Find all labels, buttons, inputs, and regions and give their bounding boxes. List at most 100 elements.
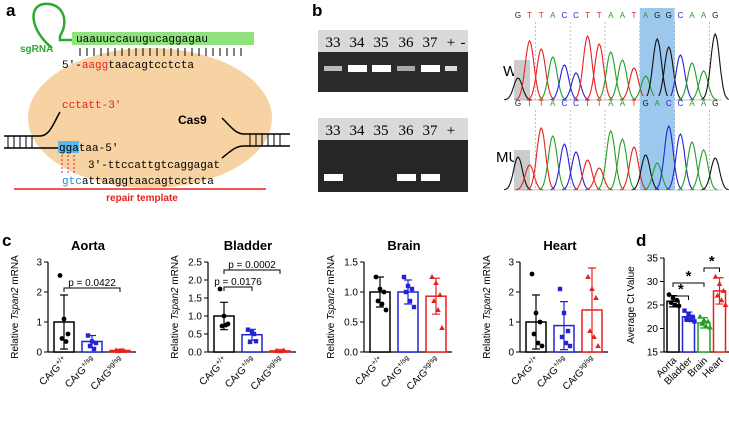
label-sup: +/sg [240, 355, 255, 370]
data-point [585, 274, 591, 279]
trace-peak [619, 146, 648, 191]
sgrna-loop [32, 2, 72, 49]
base-letter: G [712, 99, 718, 108]
data-point [722, 302, 729, 307]
label-part: Relative [10, 320, 21, 359]
gel-band [372, 65, 391, 72]
data-point [529, 271, 535, 277]
lane-label: 35 [374, 35, 389, 51]
trace-peak [619, 67, 648, 101]
gel-band [445, 66, 457, 71]
y-tick-label: 35 [647, 254, 659, 265]
panel-a: a sgRNA uaauuccauugucaggagau 5'-aaggtaac… [4, 1, 290, 204]
data-point [559, 334, 565, 340]
label-sup: +/+ [370, 355, 382, 367]
base-letter: C [666, 99, 672, 108]
trace-peak [666, 132, 695, 191]
data-point [531, 331, 537, 337]
data-point [705, 318, 711, 324]
y-tick-label: 1.0 [188, 312, 202, 323]
gel-band [397, 174, 416, 181]
data-point [63, 339, 69, 344]
trace-peak [654, 45, 683, 101]
label-part: Relative [326, 320, 337, 359]
y-axis-label: Relative Tspan2 mRNA [170, 255, 181, 359]
data-point [381, 289, 387, 295]
trace-peak [550, 143, 579, 191]
panel-label: a [6, 1, 16, 20]
label-part: Relative [482, 320, 493, 359]
data-point [714, 292, 721, 298]
trace-peak [503, 77, 532, 101]
label-part: mRNA [326, 255, 337, 288]
label-part: Tspan2 [326, 287, 337, 320]
data-point [720, 287, 727, 293]
label-part: mRNA [482, 255, 493, 288]
annotation: * [686, 268, 692, 285]
data-point [377, 286, 383, 292]
trace-peak [608, 137, 637, 191]
data-point [279, 347, 285, 353]
trace-peak [608, 59, 637, 101]
trace-peak [677, 141, 706, 191]
trace-start [514, 60, 530, 100]
data-point [666, 292, 672, 298]
trace-peak [585, 42, 613, 101]
base-pairs [79, 48, 242, 56]
base-letter: G [712, 11, 718, 20]
data-point [587, 328, 593, 333]
y-tick-label: 25 [647, 301, 659, 312]
base-letter: T [585, 11, 590, 20]
data-point [703, 323, 709, 329]
base-letter: G [515, 99, 521, 108]
data-point [85, 333, 91, 338]
base-letter: A [701, 99, 707, 108]
trace-peak [631, 154, 660, 191]
base-letter: C [562, 99, 568, 108]
trace-peak [701, 157, 729, 191]
trace-peak [689, 149, 718, 191]
data-point [219, 323, 225, 329]
label-sup: +/+ [214, 355, 226, 367]
data-point [557, 286, 563, 292]
lane-label: + [447, 123, 455, 139]
data-point [87, 343, 93, 349]
data-point [688, 317, 693, 323]
base-letter: A [620, 99, 626, 108]
base-letter: C [678, 11, 684, 20]
y-tick-label: 2 [36, 288, 42, 299]
data-point [593, 295, 599, 300]
data-point [674, 297, 680, 303]
annotation: * [709, 253, 715, 270]
base-letter: T [527, 11, 532, 20]
chart-title: Brain [387, 238, 420, 253]
y-tick-label: 1.5 [344, 258, 358, 269]
data-point [405, 283, 411, 289]
base-letter: A [550, 11, 556, 20]
trace-peak [596, 51, 625, 101]
data-point [375, 298, 381, 304]
data-point [686, 312, 691, 317]
label-sup: sg/sg [422, 355, 439, 372]
data-point [692, 319, 697, 324]
data-point [247, 339, 253, 345]
right-rungs [249, 134, 281, 146]
data-point [563, 340, 569, 346]
y-tick-label: 20 [647, 324, 659, 335]
data-point [567, 343, 573, 349]
lane-label: 33 [326, 35, 341, 51]
data-point [223, 322, 229, 328]
chart-title: Heart [543, 238, 577, 253]
label-sup: +/+ [54, 355, 66, 367]
y-tick-label: 0 [508, 348, 514, 359]
template-strand: 3'-ttccattgtcaggagat [88, 160, 220, 172]
data-point [718, 297, 725, 303]
y-tick-label: 30 [647, 277, 659, 288]
y-tick-label: 3 [36, 258, 42, 269]
data-point [537, 319, 543, 325]
label-part: mRNA [10, 255, 21, 288]
data-point [245, 327, 251, 332]
data-point [437, 292, 443, 297]
y-axis-label: Average Ct Value [626, 266, 637, 344]
